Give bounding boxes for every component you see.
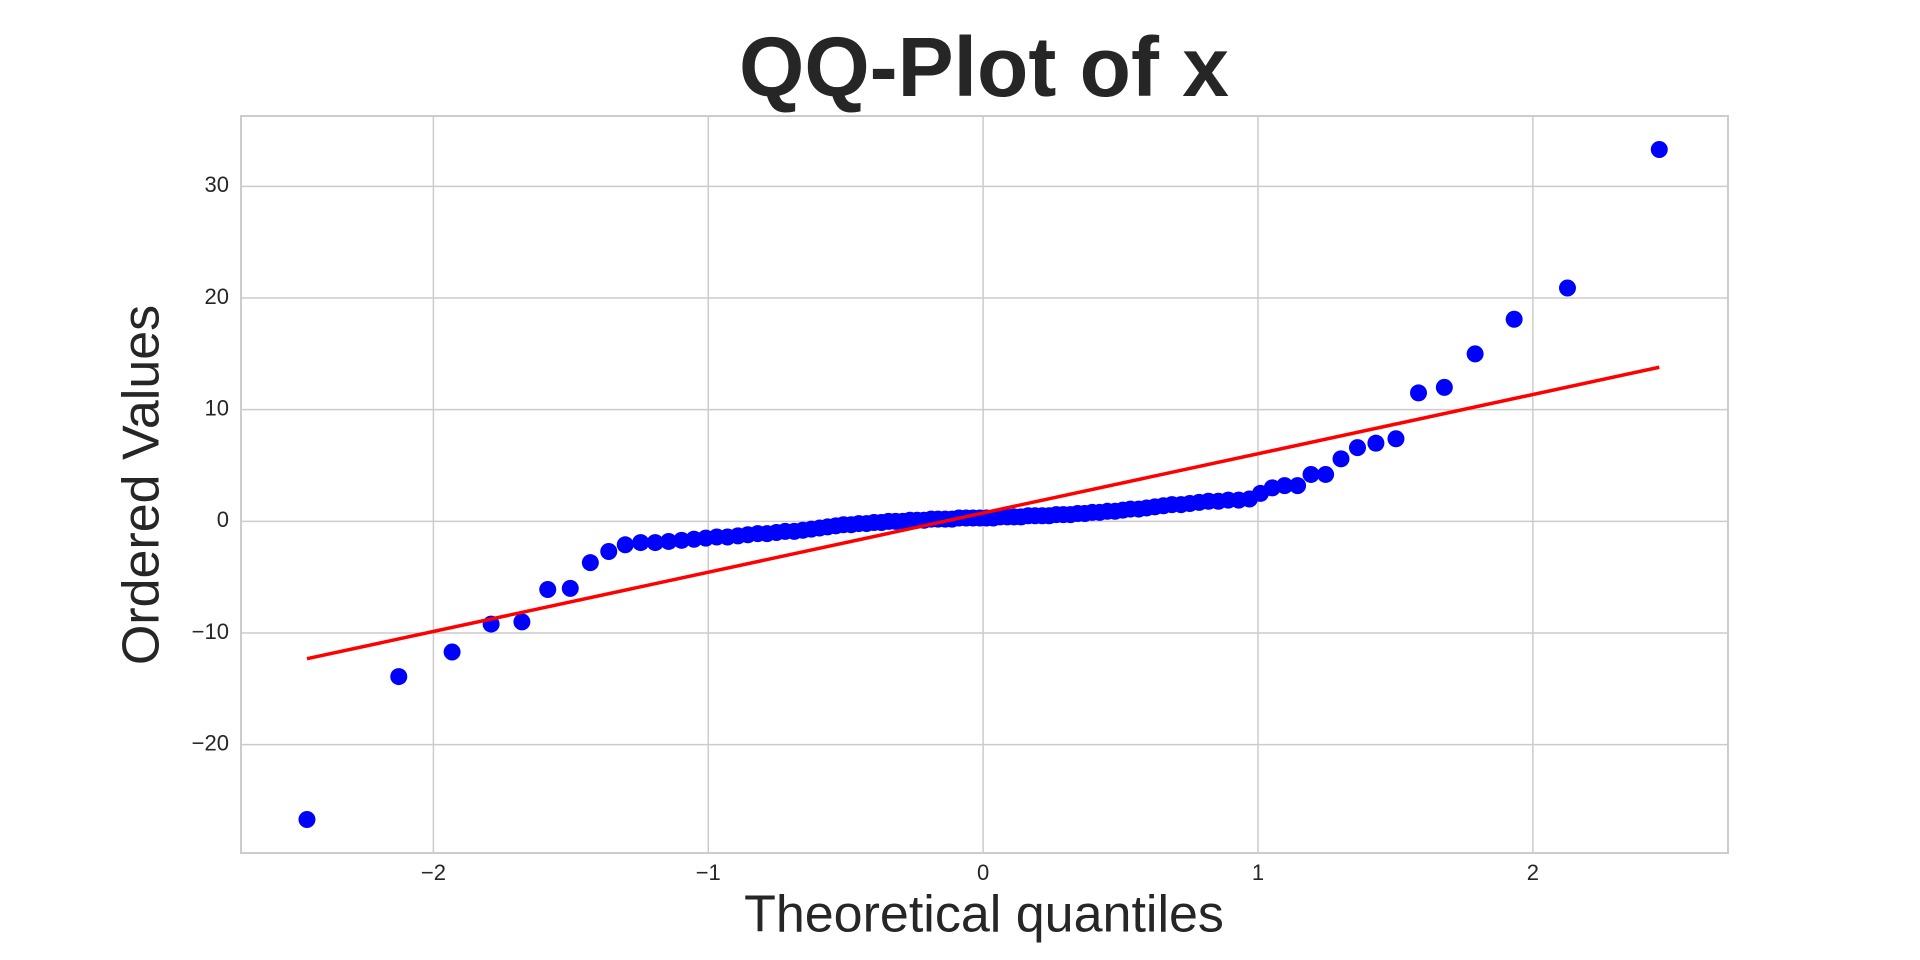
data-point [581, 554, 599, 572]
x-axis-label: Theoretical quantiles [744, 886, 1224, 944]
data-point [600, 543, 618, 560]
x-tick-label: 2 [1527, 860, 1539, 885]
x-tick-label: −2 [421, 860, 446, 885]
plot-frame [240, 115, 1729, 854]
data-point [1387, 430, 1405, 448]
data-point [1410, 384, 1428, 402]
data-point [1348, 439, 1366, 457]
chart-title: QQ-Plot of x [739, 20, 1229, 114]
y-axis-label: Ordered Values [113, 305, 171, 665]
y-tick-label: 20 [205, 284, 229, 309]
data-point [1466, 345, 1484, 363]
data-point [673, 531, 691, 549]
data-point [660, 532, 678, 550]
data-point [1558, 279, 1576, 297]
y-tick-label: −20 [192, 730, 229, 755]
data-point [1276, 477, 1294, 495]
data-point [632, 534, 650, 552]
data-point [616, 536, 634, 554]
data-point [1289, 477, 1307, 495]
data-point [1367, 434, 1385, 452]
data-point [1505, 310, 1523, 328]
y-tick-label: 0 [217, 507, 229, 532]
data-point [1302, 465, 1320, 483]
y-tick-label: −10 [192, 619, 229, 644]
x-tick-label: −1 [696, 860, 721, 885]
data-point [646, 534, 664, 552]
data-point [561, 579, 579, 597]
data-point [513, 613, 531, 631]
data-point [443, 643, 461, 661]
data-point [1435, 378, 1453, 396]
data-point [539, 580, 557, 598]
data-point [1317, 465, 1335, 483]
x-tick-label: 1 [1252, 860, 1264, 885]
fit-line [306, 365, 1660, 661]
y-tick-label: 30 [205, 172, 229, 197]
x-tick-label: 0 [977, 860, 989, 885]
data-point [1332, 450, 1350, 468]
data-point [298, 811, 316, 828]
data-point [1650, 141, 1668, 158]
y-tick-label: 10 [205, 395, 229, 420]
data-point [390, 668, 408, 686]
